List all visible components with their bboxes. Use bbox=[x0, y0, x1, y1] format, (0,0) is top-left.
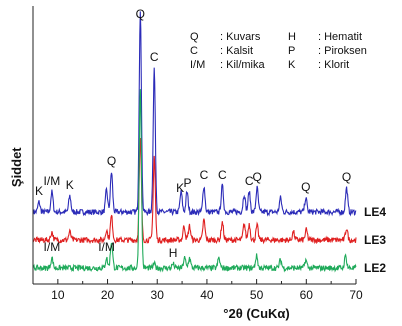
x-tick-label: 40 bbox=[200, 288, 214, 302]
peak-label: C bbox=[200, 168, 209, 182]
legend: Q : Kuvars H : Hematit C : Kalsit P : Piroksen I… bbox=[190, 31, 367, 71]
series-label-le4: LE4 bbox=[364, 205, 386, 219]
peak-label: Q bbox=[136, 7, 145, 21]
peak-label: Q bbox=[252, 170, 261, 184]
y-axis-title: Şiddet bbox=[9, 147, 24, 187]
legend-symbol: K bbox=[288, 59, 296, 71]
x-tick-label: 30 bbox=[151, 288, 165, 302]
peak-label: Q bbox=[301, 180, 310, 194]
peak-label: Q bbox=[107, 154, 116, 168]
peak-label: C bbox=[245, 174, 254, 188]
x-tick-label: 20 bbox=[101, 288, 115, 302]
legend-entry-label: : Kil/mika bbox=[220, 59, 266, 71]
peak-label: I/M bbox=[44, 174, 61, 188]
legend-symbol: Q bbox=[190, 31, 199, 43]
peak-label: C bbox=[218, 168, 227, 182]
peak-label: K bbox=[176, 181, 184, 195]
x-tick-label: 70 bbox=[349, 288, 363, 302]
series-line-le2 bbox=[32, 89, 357, 273]
x-tick-label: 60 bbox=[300, 288, 314, 302]
legend-entry-label: : Kalsit bbox=[220, 45, 253, 57]
x-tick-label: 50 bbox=[250, 288, 264, 302]
peak-label: H bbox=[169, 246, 178, 260]
legend-symbol: H bbox=[288, 31, 296, 43]
legend-entry-label: : Hematit bbox=[318, 31, 362, 43]
legend-entry-label: : Klorit bbox=[318, 59, 349, 71]
peak-label: P bbox=[184, 176, 192, 190]
peak-label: C bbox=[150, 50, 159, 64]
series-label-le3: LE3 bbox=[364, 233, 386, 247]
peak-label: Q bbox=[342, 170, 351, 184]
peak-label: K bbox=[35, 184, 43, 198]
peak-label: K bbox=[66, 178, 74, 192]
legend-entry-label: : Piroksen bbox=[318, 45, 367, 57]
legend-symbol: C bbox=[190, 45, 198, 57]
legend-entry-label: : Kuvars bbox=[220, 31, 261, 43]
peak-label: I/M bbox=[44, 240, 61, 254]
x-tick-label: 10 bbox=[51, 288, 65, 302]
series-line-le3 bbox=[32, 137, 357, 245]
series-line-le4 bbox=[32, 11, 357, 217]
series-label-le2: LE2 bbox=[364, 261, 386, 275]
legend-symbol: P bbox=[288, 45, 295, 57]
legend-symbol: I/M bbox=[190, 59, 205, 71]
x-axis-title: °2θ (CuKα) bbox=[223, 306, 289, 321]
peak-label: I/M bbox=[98, 240, 115, 254]
axes: 10 20 30 40 50 60 70 bbox=[32, 6, 363, 302]
